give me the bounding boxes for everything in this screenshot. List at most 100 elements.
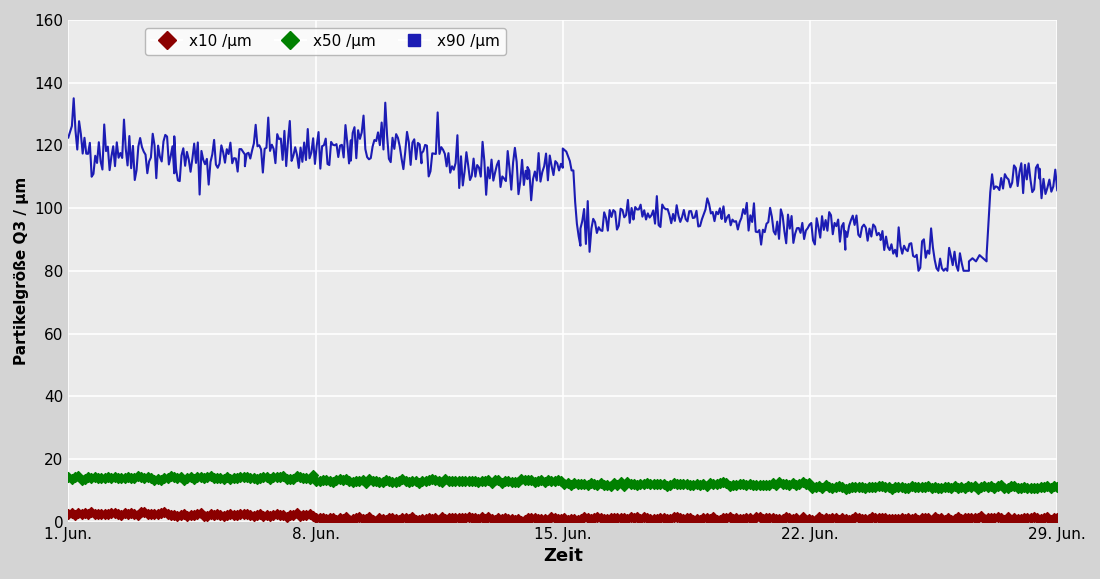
Point [837, 514, 855, 523]
Point [707, 515, 725, 525]
Point [437, 514, 454, 523]
Point [585, 479, 603, 489]
Point [384, 478, 402, 487]
Point [618, 514, 636, 523]
Point [295, 473, 312, 482]
Point [278, 474, 296, 483]
Point [933, 483, 950, 492]
Point [1015, 514, 1033, 523]
Point [191, 508, 209, 518]
Point [499, 477, 517, 486]
Point [254, 473, 272, 482]
Point [145, 475, 163, 485]
Point [755, 515, 772, 524]
Point [201, 510, 219, 519]
Point [654, 479, 672, 489]
Point [106, 473, 123, 482]
Point [575, 512, 593, 522]
Point [66, 510, 84, 519]
Point [1045, 514, 1063, 523]
Point [244, 511, 262, 520]
Point [182, 472, 199, 482]
Point [691, 481, 708, 490]
Point [628, 512, 646, 521]
Point [814, 483, 832, 492]
Point [351, 512, 369, 522]
Point [198, 511, 216, 521]
Point [556, 514, 573, 523]
Point [135, 508, 153, 517]
Point [328, 515, 345, 524]
Point [404, 512, 421, 522]
Point [748, 480, 766, 489]
Point [1042, 483, 1059, 493]
Point [238, 510, 255, 519]
Point [896, 514, 914, 523]
Point [499, 515, 517, 524]
Point [982, 482, 1000, 491]
Point [903, 514, 921, 523]
Point [516, 475, 534, 485]
Point [569, 479, 586, 488]
Point [96, 473, 113, 482]
Point [241, 510, 258, 519]
Point [788, 480, 805, 489]
Point [109, 510, 126, 519]
Point [837, 484, 855, 493]
Point [447, 477, 464, 486]
Point [1019, 514, 1036, 523]
Point [1035, 513, 1053, 522]
Point [559, 478, 576, 488]
Point [688, 514, 705, 523]
Point [608, 481, 626, 490]
Point [821, 482, 838, 491]
Point [969, 484, 987, 493]
Point [986, 483, 1003, 492]
Point [546, 513, 563, 522]
Point [519, 475, 537, 485]
Point [989, 513, 1006, 522]
Point [645, 514, 662, 523]
Point [308, 514, 326, 523]
Point [798, 479, 815, 489]
Point [830, 515, 848, 525]
Point [463, 514, 481, 523]
Point [688, 479, 705, 489]
Point [460, 477, 477, 486]
Point [324, 513, 342, 522]
Point [612, 478, 629, 487]
Point [308, 476, 326, 485]
Point [605, 514, 623, 523]
Point [592, 513, 609, 522]
Point [844, 483, 861, 492]
X-axis label: Zeit: Zeit [542, 547, 583, 565]
Point [681, 514, 698, 523]
Point [410, 515, 428, 525]
Point [132, 508, 150, 517]
Point [268, 510, 286, 519]
Point [318, 476, 336, 485]
Point [89, 510, 107, 519]
Point [1022, 514, 1040, 523]
Point [201, 471, 219, 481]
Point [671, 479, 689, 489]
Point [509, 477, 527, 486]
Point [751, 481, 769, 490]
Point [208, 473, 226, 482]
Point [579, 514, 596, 523]
Point [910, 516, 927, 525]
Point [1009, 515, 1026, 524]
Point [338, 513, 355, 522]
Point [298, 473, 316, 482]
Point [486, 515, 504, 525]
Point [671, 514, 689, 523]
Point [737, 480, 755, 489]
Point [887, 514, 904, 523]
Point [218, 510, 235, 519]
Point [158, 510, 176, 519]
Point [92, 510, 110, 519]
Point [579, 481, 596, 490]
Point [694, 479, 712, 488]
Point [824, 514, 842, 523]
Point [844, 514, 861, 523]
